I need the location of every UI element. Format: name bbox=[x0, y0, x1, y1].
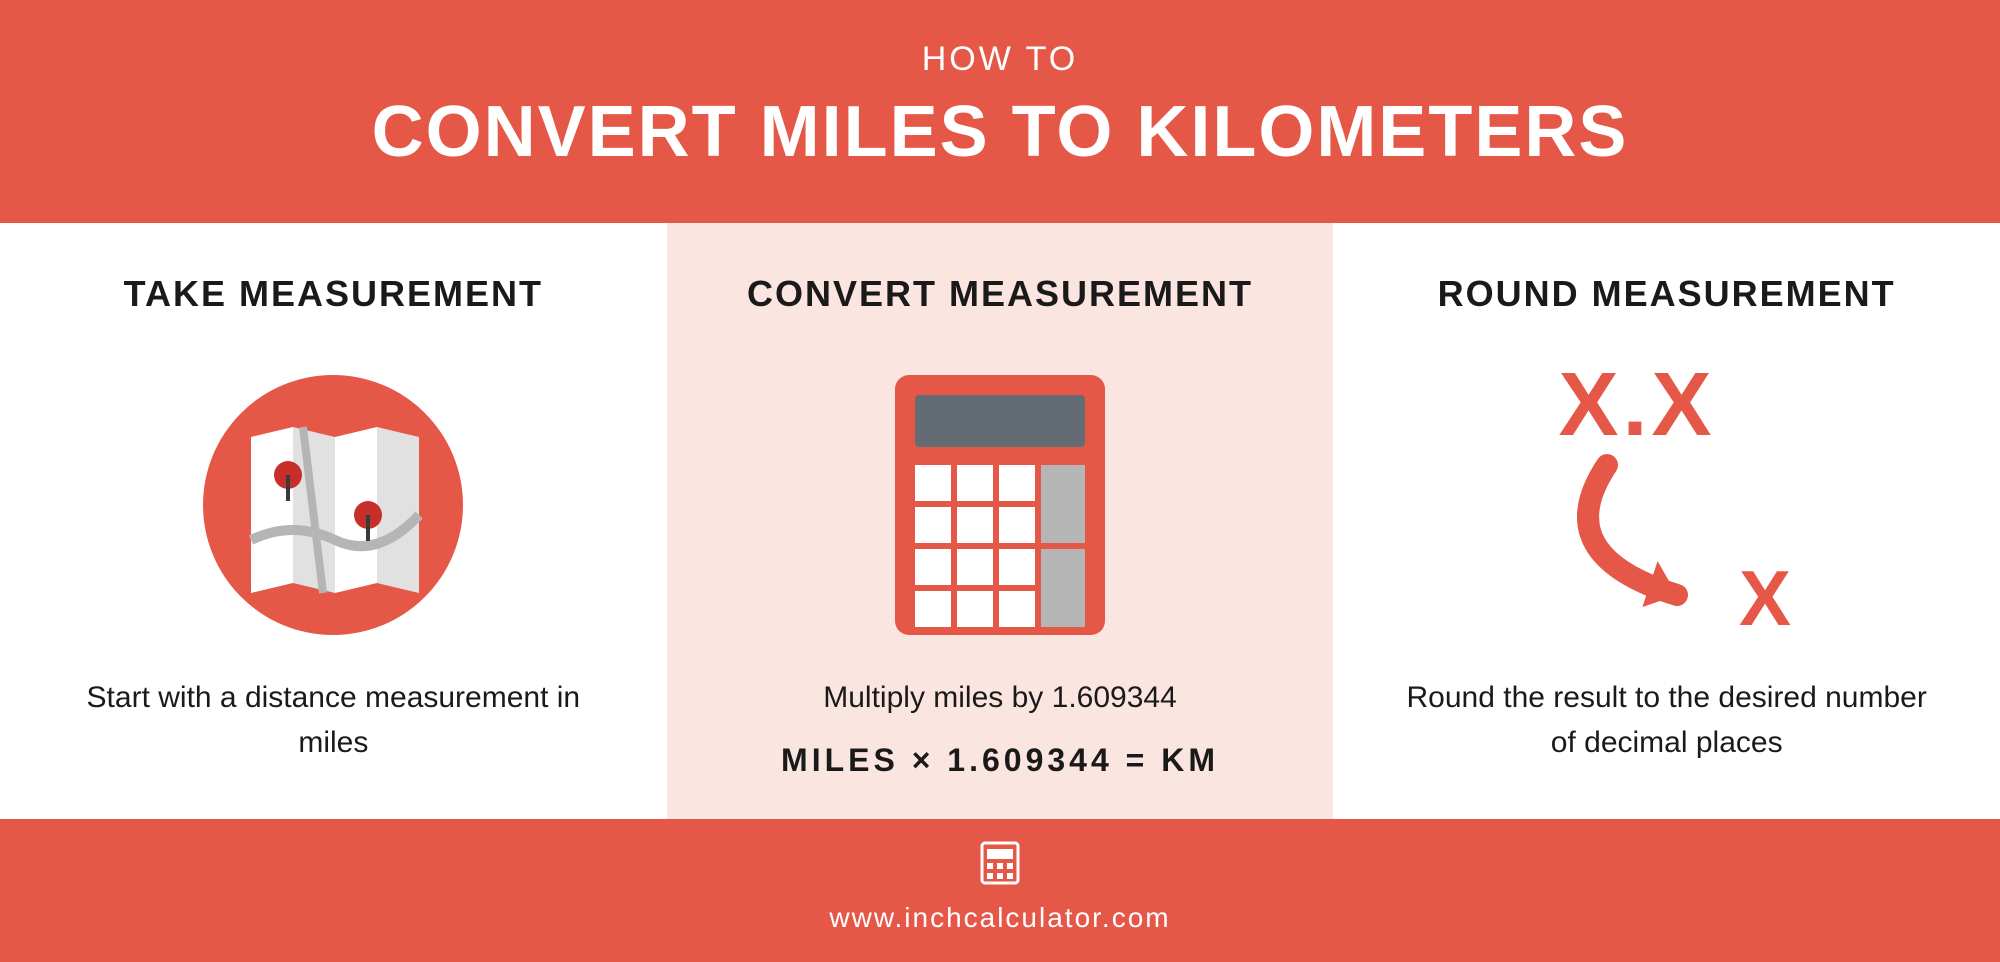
pretitle: HOW TO bbox=[0, 40, 2000, 79]
round-icon: X.X X bbox=[1487, 365, 1847, 645]
footer-banner: www.inchcalculator.com bbox=[0, 819, 2000, 962]
round-from-text: X.X bbox=[1558, 355, 1715, 455]
infographic-container: HOW TO CONVERT MILES TO KILOMETERS TAKE … bbox=[0, 0, 2000, 936]
footer-url: www.inchcalculator.com bbox=[0, 902, 2000, 934]
col3-desc: Round the result to the desired number o… bbox=[1393, 675, 1940, 765]
content-row: TAKE MEASUREMENT bbox=[0, 223, 2000, 819]
footer-calculator-icon bbox=[0, 841, 2000, 890]
col2-formula: MILES × 1.609344 = KM bbox=[781, 742, 1219, 779]
round-to-text: X bbox=[1739, 554, 1795, 642]
col1-title: TAKE MEASUREMENT bbox=[124, 273, 543, 315]
main-title: CONVERT MILES TO KILOMETERS bbox=[0, 91, 2000, 173]
col3-title: ROUND MEASUREMENT bbox=[1438, 273, 1896, 315]
calculator-icon bbox=[885, 365, 1115, 645]
header-banner: HOW TO CONVERT MILES TO KILOMETERS bbox=[0, 0, 2000, 223]
map-icon bbox=[193, 365, 473, 645]
col2-title: CONVERT MEASUREMENT bbox=[747, 273, 1253, 315]
column-round-measurement: ROUND MEASUREMENT X.X X Round the result… bbox=[1333, 223, 2000, 819]
column-take-measurement: TAKE MEASUREMENT bbox=[0, 223, 667, 819]
col1-desc: Start with a distance measurement in mil… bbox=[60, 675, 607, 765]
column-convert-measurement: CONVERT MEASUREMENT bbox=[667, 223, 1334, 819]
col2-desc: Multiply miles by 1.609344 bbox=[823, 675, 1177, 720]
